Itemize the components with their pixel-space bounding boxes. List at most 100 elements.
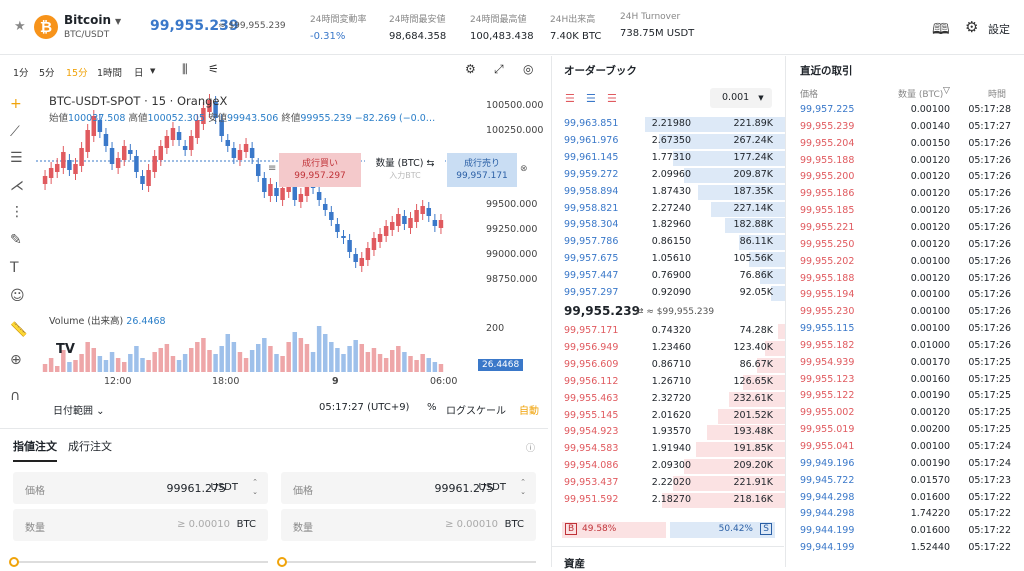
gear-icon[interactable]: ⚙ [965, 18, 979, 36]
percent-toggle[interactable]: % [427, 402, 437, 413]
candle [402, 216, 407, 224]
book-row[interactable]: 99,958.821 2.27240 227.14K [552, 201, 785, 218]
book-row[interactable]: 99,954.583 1.91940 191.85K [552, 441, 785, 458]
fib-icon[interactable]: ⋮ [10, 204, 24, 220]
precision-select[interactable]: 0.001 ▼ [710, 88, 772, 108]
settings-link[interactable]: 設定 [988, 23, 1010, 36]
y-tick: 99000.000 [486, 249, 538, 260]
text-tool-icon[interactable]: T [10, 260, 19, 276]
book-row[interactable]: 99,954.086 2.09300 209.20K [552, 458, 785, 475]
favorite-star-icon[interactable]: ★ [14, 19, 26, 34]
book-row[interactable]: 99,961.976 2.67350 267.24K [552, 133, 785, 150]
sell-price-input[interactable]: 価格 99961.275 USDT ⌃ ⌄ [281, 472, 536, 504]
trade-qty: 0.00120 [910, 154, 950, 166]
auto-scale-toggle[interactable]: 自動 [519, 406, 539, 417]
horizontal-lines-icon[interactable]: ☰ [10, 150, 23, 166]
book-price: 99,955.145 [564, 409, 619, 421]
trade-time: 05:17:23 [968, 474, 1011, 486]
y-tick: 99500.000 [486, 199, 538, 210]
buy-qty-input[interactable]: 数量 ≥ 0.00010 BTC [13, 509, 268, 541]
book-row[interactable]: 99,956.609 0.86710 86.67K [552, 357, 785, 374]
volume-bar [164, 344, 170, 372]
book-row[interactable]: 99,958.304 1.82960 182.88K [552, 217, 785, 234]
tab-limit-order[interactable]: 指値注文 [13, 438, 57, 462]
volume-bar [158, 348, 164, 372]
help-icon[interactable]: ⓘ [526, 444, 536, 454]
brush-icon[interactable]: ✎ [10, 232, 22, 248]
book-asks-icon[interactable]: ☰ [607, 92, 617, 105]
slider-handle[interactable] [9, 557, 19, 567]
book-row[interactable]: 99,959.272 2.09960 209.87K [552, 167, 785, 184]
fullscreen-icon[interactable]: ⤢ [494, 62, 504, 76]
book-row[interactable]: 99,963.851 2.21980 221.89K [552, 116, 785, 133]
emoji-icon[interactable]: ☺ [10, 288, 25, 304]
book-both-icon[interactable]: ☰ [565, 92, 575, 105]
slider-handle[interactable] [277, 557, 287, 567]
book-row[interactable]: 99,956.112 1.26710 126.65K [552, 374, 785, 391]
book-row[interactable]: 99,956.949 1.23460 123.40K [552, 340, 785, 357]
candle [103, 134, 109, 146]
buy-price-input[interactable]: 価格 99961.275 USDT ⌃ ⌄ [13, 472, 268, 504]
book-row[interactable]: 99,955.145 2.01620 201.52K [552, 408, 785, 425]
buy-slider[interactable] [9, 557, 268, 567]
book-row[interactable]: 99,957.447 0.76900 76.86K [552, 268, 785, 285]
indicators-icon[interactable]: ⚟ [208, 62, 219, 76]
volume-tag: 26.4468 [478, 359, 524, 371]
crosshair-icon[interactable]: + [10, 96, 22, 112]
book-row[interactable]: 99,951.592 2.18270 218.16K [552, 492, 785, 509]
market-sell-button[interactable]: 成行売り 99,957.171 [447, 153, 517, 187]
candle-type-icon[interactable]: ⫼ [182, 62, 188, 76]
tf-1h[interactable]: 1時間 [97, 68, 123, 79]
book-bids-icon[interactable]: ☰ [586, 92, 596, 105]
tab-market-order[interactable]: 成行注文 [68, 440, 112, 453]
book-row[interactable]: 99,957.297 0.92090 92.05K [552, 285, 785, 302]
candle [128, 150, 133, 154]
volume-bar [396, 346, 401, 372]
book-row[interactable]: 99,957.786 0.86150 86.11K [552, 234, 785, 251]
coin-selector[interactable]: Bitcoin ▼ [64, 13, 121, 27]
quick-qty-input[interactable]: 数量 (BTC) ⇆ 入力BTC [365, 153, 445, 187]
menu-icon[interactable]: ≡ [268, 163, 277, 174]
sell-qty-input[interactable]: 数量 ≥ 0.00010 BTC [281, 509, 536, 541]
magnet-icon[interactable]: ∩ [10, 388, 21, 404]
trade-qty: 0.00140 [910, 120, 950, 132]
date-range-button[interactable]: 日付範囲 ⌄ [53, 406, 105, 417]
filter-icon[interactable]: ▽ [943, 86, 950, 96]
book-total: 123.40K [733, 341, 773, 353]
recent-trades: 直近の取引 価格 数量 (BTC) ▽ 時間 99,957.225 0.00100… [785, 56, 1024, 567]
price-chart[interactable]: BTC-USDT-SPOT · 15 · OrangeX 始値100037.50… [36, 86, 548, 390]
tf-day[interactable]: 日 [134, 68, 144, 79]
camera-icon[interactable]: ◎ [523, 62, 534, 76]
trade-row: 99,955.239 0.00140 05:17:27 [786, 119, 1024, 136]
tf-1m[interactable]: 1分 [13, 68, 29, 79]
stepper-icon[interactable]: ⌃ ⌄ [520, 478, 526, 496]
book-row[interactable]: 99,961.145 1.77310 177.24K [552, 150, 785, 167]
ruler-icon[interactable]: 📏 [10, 322, 28, 338]
book-icon[interactable]: 🕮 [932, 20, 950, 38]
trend-line-icon[interactable]: ⟋ [10, 124, 20, 140]
book-row[interactable]: 99,958.894 1.87430 187.35K [552, 184, 785, 201]
tf-5m[interactable]: 5分 [39, 68, 55, 79]
tf-15m[interactable]: 15分 [66, 68, 88, 79]
zoom-icon[interactable]: ⊕ [10, 352, 22, 368]
sell-slider[interactable] [277, 557, 536, 567]
log-scale-toggle[interactable]: ログスケール [446, 406, 506, 417]
close-icon[interactable]: ⊗ [520, 164, 528, 174]
book-row[interactable]: 99,957.675 1.05610 105.56K [552, 251, 785, 268]
candle [134, 156, 139, 172]
pitchfork-icon[interactable]: ⋌ [10, 178, 24, 194]
book-row[interactable]: 99,954.923 1.93570 193.48K [552, 424, 785, 441]
candle [274, 188, 279, 196]
chevron-down-icon[interactable]: ▼ [150, 67, 156, 75]
book-row[interactable]: 99,957.171 0.74320 74.28K [552, 323, 785, 340]
candle [213, 102, 218, 118]
market-buy-button[interactable]: 成行買い 99,957.297 [279, 153, 361, 187]
stat-turnover: 24H Turnover 738.75M USDT [620, 12, 695, 39]
book-price: 99,953.437 [564, 477, 619, 489]
chart-settings-icon[interactable]: ⚙ [465, 62, 476, 76]
trade-qty: 0.00120 [910, 205, 950, 217]
book-row[interactable]: 99,953.437 2.22020 221.91K [552, 475, 785, 492]
book-row[interactable]: 99,955.463 2.32720 232.61K [552, 391, 785, 408]
candle [396, 214, 401, 226]
stepper-icon[interactable]: ⌃ ⌄ [252, 478, 258, 496]
